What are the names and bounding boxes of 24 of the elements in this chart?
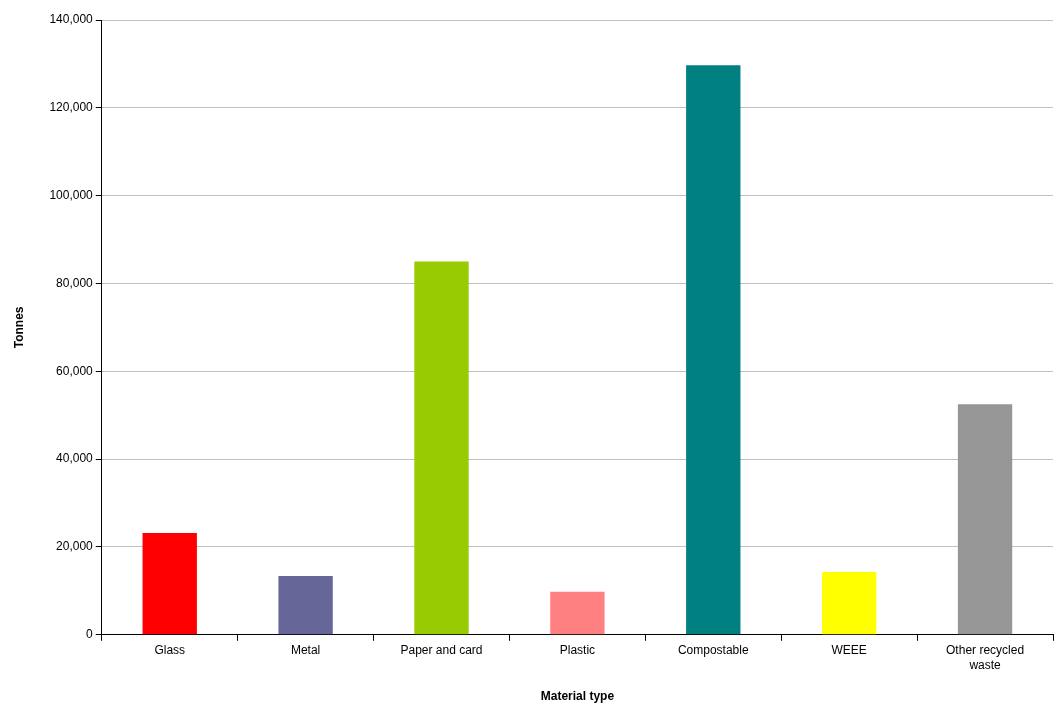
y-tick-label: 0	[86, 627, 94, 642]
x-tick-label: Compostable	[677, 643, 749, 658]
bar	[550, 591, 605, 635]
bar	[142, 532, 197, 635]
y-tick-label: 40,000	[56, 451, 94, 466]
y-tick-label: 20,000	[56, 539, 94, 554]
x-tick-label: Paper and card	[400, 643, 483, 658]
bar	[414, 261, 469, 635]
x-tick-label: Metal	[290, 643, 321, 658]
y-tick-label: 140,000	[49, 12, 94, 27]
y-tick-label: 60,000	[56, 363, 94, 378]
x-tick-label: Other recycled waste	[946, 643, 1025, 672]
x-tick-label: Glass	[154, 643, 186, 658]
bar	[821, 572, 877, 635]
x-tick-label: WEEE	[831, 643, 867, 658]
bar	[686, 65, 741, 635]
bar	[957, 404, 1013, 635]
x-axis-title: Material type	[540, 689, 615, 704]
bar	[278, 575, 333, 635]
y-tick-label: 120,000	[49, 100, 94, 115]
x-tick-label: Plastic	[559, 643, 596, 658]
y-tick-label: 80,000	[56, 275, 94, 290]
y-axis-title: Tonnes	[11, 306, 26, 349]
y-tick-label: 100,000	[49, 187, 94, 202]
